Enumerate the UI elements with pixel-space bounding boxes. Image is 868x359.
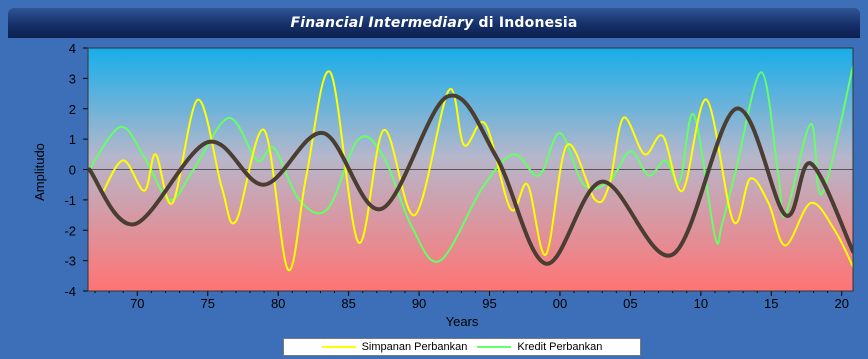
- x-tick-label: 80: [271, 296, 285, 311]
- y-tick-label: -4: [64, 284, 76, 299]
- x-tick-label: 85: [341, 296, 355, 311]
- x-tick-label: 95: [482, 296, 496, 311]
- x-tick-label: 10: [694, 296, 708, 311]
- legend-swatch-simpanan: [321, 346, 356, 348]
- plot-axes: -4 -3 -2 -1 0 1 2 3 4 70 75 80 85 90 95 00 05 10 15 20: [64, 41, 854, 311]
- y-tick-label: 0: [69, 163, 76, 178]
- y-tick-label: -2: [64, 223, 76, 238]
- chart-title-italic: Financial Intermediary: [290, 15, 474, 31]
- y-tick-label: 3: [69, 71, 76, 86]
- x-tick-label: 20: [834, 296, 848, 311]
- legend: Simpanan Perbankan Kredit Perbankan: [283, 338, 641, 356]
- y-axis-title: Amplitudo: [32, 143, 47, 201]
- chart-title-bar: Financial Intermediary di Indonesia: [8, 8, 860, 38]
- y-tick-label: 4: [69, 41, 76, 56]
- x-tick-label: 05: [623, 296, 637, 311]
- legend-item-kredit: Kredit Perbankan: [477, 341, 602, 353]
- chart-title: Financial Intermediary di Indonesia: [290, 15, 577, 31]
- x-tick-label: 15: [764, 296, 778, 311]
- x-tick-label: 90: [412, 296, 426, 311]
- x-axis-title: Years: [446, 314, 479, 329]
- y-tick-label: 1: [69, 132, 76, 147]
- legend-item-simpanan: Simpanan Perbankan: [321, 341, 468, 353]
- x-tick-label: 75: [201, 296, 215, 311]
- x-tick-label: 00: [553, 296, 567, 311]
- plot-series: [88, 65, 853, 271]
- series-kredit-perbankan: [88, 65, 853, 263]
- legend-swatch-kredit: [477, 346, 512, 348]
- series-simpanan-perbankan: [101, 70, 853, 271]
- x-tick-label: 70: [130, 296, 144, 311]
- y-tick-label: -3: [64, 254, 76, 269]
- legend-label-simpanan: Simpanan Perbankan: [361, 341, 468, 353]
- series-trend: [88, 93, 853, 266]
- plot-border: [87, 47, 854, 292]
- y-tick-label: 2: [69, 102, 76, 117]
- chart-title-rest: di Indonesia: [473, 15, 578, 31]
- y-tick-label: -1: [64, 193, 76, 208]
- legend-label-kredit: Kredit Perbankan: [517, 341, 603, 353]
